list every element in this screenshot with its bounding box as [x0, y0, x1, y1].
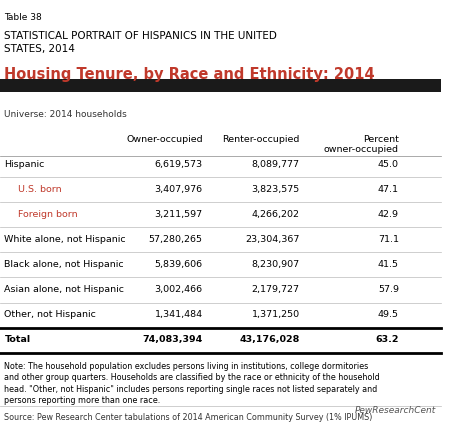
Text: Asian alone, not Hispanic: Asian alone, not Hispanic: [5, 285, 124, 294]
Text: Percent
owner-occupied: Percent owner-occupied: [324, 135, 399, 154]
Text: 3,211,597: 3,211,597: [155, 210, 203, 219]
Text: PewResearchCent: PewResearchCent: [355, 406, 436, 415]
Text: 4,266,202: 4,266,202: [252, 210, 300, 219]
Text: Hispanic: Hispanic: [5, 160, 45, 169]
Text: 1,341,484: 1,341,484: [155, 310, 203, 319]
Text: 49.5: 49.5: [378, 310, 399, 319]
Text: 45.0: 45.0: [378, 160, 399, 169]
Text: 5,839,606: 5,839,606: [155, 260, 203, 269]
Text: Foreign born: Foreign born: [18, 210, 77, 219]
Text: 47.1: 47.1: [378, 185, 399, 194]
Text: 41.5: 41.5: [378, 260, 399, 269]
Text: Source: Pew Research Center tabulations of 2014 American Community Survey (1% IP: Source: Pew Research Center tabulations …: [5, 413, 373, 422]
Text: 63.2: 63.2: [375, 335, 399, 344]
Text: Total: Total: [5, 335, 30, 344]
Text: 8,230,907: 8,230,907: [252, 260, 300, 269]
Text: 42.9: 42.9: [378, 210, 399, 219]
Text: 8,089,777: 8,089,777: [252, 160, 300, 169]
Text: 71.1: 71.1: [378, 235, 399, 244]
Text: 3,002,466: 3,002,466: [155, 285, 203, 294]
Text: 3,407,976: 3,407,976: [155, 185, 203, 194]
Text: U.S. born: U.S. born: [18, 185, 61, 194]
Text: White alone, not Hispanic: White alone, not Hispanic: [5, 235, 126, 244]
Text: Housing Tenure, by Race and Ethnicity: 2014: Housing Tenure, by Race and Ethnicity: 2…: [5, 67, 375, 82]
Text: 23,304,367: 23,304,367: [245, 235, 300, 244]
FancyBboxPatch shape: [0, 79, 441, 92]
Text: 57.9: 57.9: [378, 285, 399, 294]
Text: Renter-occupied: Renter-occupied: [222, 135, 300, 144]
Text: 43,176,028: 43,176,028: [239, 335, 300, 344]
Text: 2,179,727: 2,179,727: [252, 285, 300, 294]
Text: 3,823,575: 3,823,575: [251, 185, 300, 194]
Text: Table 38: Table 38: [5, 13, 42, 22]
Text: Universe: 2014 households: Universe: 2014 households: [5, 110, 127, 119]
Text: 74,083,394: 74,083,394: [142, 335, 203, 344]
Text: 6,619,573: 6,619,573: [155, 160, 203, 169]
Text: Other, not Hispanic: Other, not Hispanic: [5, 310, 96, 319]
Text: 1,371,250: 1,371,250: [252, 310, 300, 319]
Text: 57,280,265: 57,280,265: [149, 235, 203, 244]
Text: Black alone, not Hispanic: Black alone, not Hispanic: [5, 260, 124, 269]
Text: Owner-occupied: Owner-occupied: [126, 135, 203, 144]
Text: STATISTICAL PORTRAIT OF HISPANICS IN THE UNITED
STATES, 2014: STATISTICAL PORTRAIT OF HISPANICS IN THE…: [5, 31, 277, 54]
Text: Note: The household population excludes persons living in institutions, college : Note: The household population excludes …: [5, 362, 380, 405]
